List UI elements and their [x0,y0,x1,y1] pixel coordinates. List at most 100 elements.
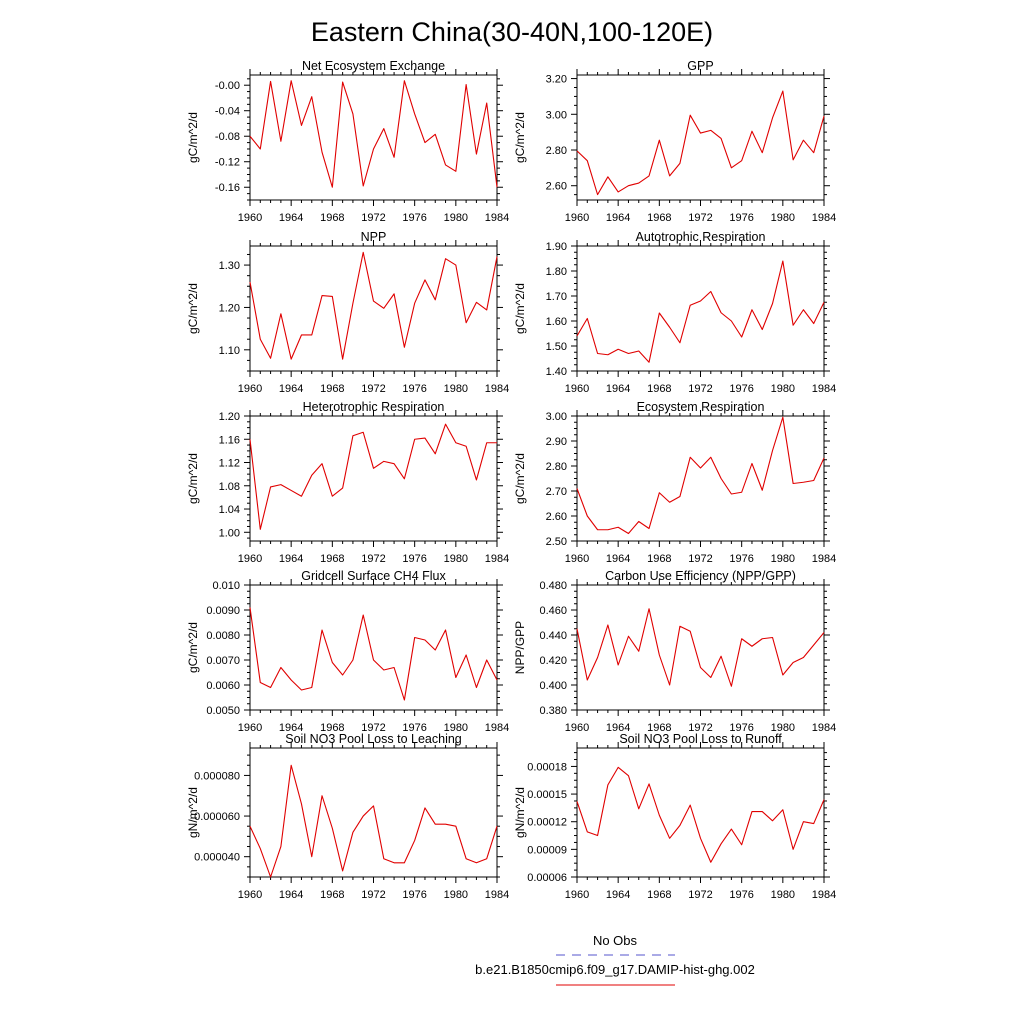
x-tick-label: 1964 [279,383,303,395]
x-tick-label: 1976 [402,889,426,901]
x-tick-label: 1980 [771,722,795,734]
x-tick-label: 1968 [320,383,344,395]
x-tick-label: 1968 [320,722,344,734]
y-tick-label: 2.60 [546,181,567,193]
y-tick-label: 0.380 [539,705,567,717]
x-tick-label: 1968 [320,889,344,901]
x-tick-label: 1964 [606,212,630,224]
y-tick-label: 0.460 [539,605,567,617]
y-tick-label: 2.50 [546,536,567,548]
x-tick-label: 1972 [688,553,712,565]
y-tick-label: 0.400 [539,680,567,692]
panel-7: Gridcell Surface CH4 Flux 1960 1964 1968 197… [186,569,509,734]
y-tick-label: 0.0050 [206,705,240,717]
y-tick-label: 1.04 [219,504,240,516]
plot-frame [576,415,825,542]
y-tick-label: 1.50 [546,341,567,353]
y-axis-label: NPP/GPP [513,621,527,674]
y-tick-label: 2.90 [546,436,567,448]
x-tick-label: 1960 [238,553,262,565]
y-tick-label: 0.0080 [206,630,240,642]
y-tick-label: 0.440 [539,630,567,642]
x-tick-label: 1976 [729,889,753,901]
legend-obs-label: No Obs [593,933,638,948]
y-axis-label: gC/m^2/d [513,453,527,504]
y-tick-label: 3.00 [546,109,567,121]
panel-3: NPP 1960 1964 1968 1972 1976 1980 1984 1.10 1.20 1… [186,230,509,395]
y-tick-label: 1.12 [219,458,240,470]
x-tick-label: 1976 [729,553,753,565]
y-tick-label: 1.10 [219,345,240,357]
y-tick-label: 0.480 [539,580,567,592]
x-tick-label: 1964 [606,722,630,734]
y-tick-label: 2.80 [546,461,567,473]
y-axis-label: gN/m^2/d [513,787,527,838]
x-tick-label: 1960 [565,889,589,901]
legend-model-label: b.e21.B1850cmip6.f09_g17.DAMIP-hist-ghg.… [475,962,755,977]
y-tick-label: 3.00 [546,411,567,423]
x-tick-label: 1984 [485,889,509,901]
plot-frame [576,74,825,201]
plot-frame [249,415,498,542]
panel-9: Soil NO3 Pool Loss to Leaching 1960 1964 19… [186,732,509,901]
panel-2: GPP 1960 1964 1968 1972 1976 1980 1984 2.60 2.80 3… [513,59,836,224]
y-axis-label: gC/m^2/d [186,283,200,334]
x-tick-label: 1976 [402,722,426,734]
y-tick-label: -0.04 [215,106,240,118]
panel-title: Carbon Use Efficiency (NPP/GPP) [605,569,796,583]
x-tick-label: 1968 [647,889,671,901]
y-tick-label: 1.60 [546,316,567,328]
x-tick-label: 1972 [688,212,712,224]
x-tick-label: 1968 [320,212,344,224]
x-tick-label: 1960 [565,383,589,395]
panel-title: Ecosystem Respiration [637,400,765,414]
x-tick-label: 1960 [565,212,589,224]
y-tick-label: 0.420 [539,655,567,667]
x-tick-label: 1968 [647,553,671,565]
y-tick-label: 0.0090 [206,605,240,617]
y-tick-label: 2.60 [546,511,567,523]
x-tick-label: 1972 [361,889,385,901]
y-tick-label: 3.20 [546,74,567,86]
y-tick-label: 0.000080 [194,770,240,782]
y-tick-label: -0.08 [215,131,240,143]
panel-title: Autotrophic Respiration [636,230,766,244]
x-tick-label: 1960 [238,722,262,734]
y-tick-label: 1.80 [546,266,567,278]
x-tick-label: 1972 [688,383,712,395]
x-tick-label: 1964 [606,383,630,395]
panels: Net Ecosystem Exchange 1960 1964 1968 1972 19… [186,59,836,901]
x-tick-label: 1984 [812,553,836,565]
x-tick-label: 1980 [444,722,468,734]
y-tick-label: 1.08 [219,481,240,493]
x-tick-label: 1980 [771,383,795,395]
panel-title: Gridcell Surface CH4 Flux [301,569,446,583]
plot-frame [576,747,825,878]
y-axis-label: gC/m^2/d [186,622,200,673]
x-tick-label: 1984 [812,383,836,395]
x-tick-label: 1964 [279,722,303,734]
legend: No Obs b.e21.B1850cmip6.f09_g17.DAMIP-hi… [475,933,755,986]
y-axis-label: gC/m^2/d [513,112,527,163]
x-tick-label: 1980 [444,383,468,395]
y-axis-label: gC/m^2/d [513,283,527,334]
x-tick-label: 1984 [485,383,509,395]
x-tick-label: 1964 [606,889,630,901]
y-tick-label: 1.16 [219,434,240,446]
series-line [249,80,498,188]
y-axis-label: gN/m^2/d [186,787,200,838]
x-tick-label: 1984 [485,722,509,734]
y-tick-label: 0.00015 [527,789,567,801]
y-axis-label: gC/m^2/d [186,112,200,163]
x-tick-label: 1976 [402,383,426,395]
y-tick-label: 2.80 [546,145,567,157]
x-tick-label: 1980 [444,889,468,901]
y-tick-label: 1.70 [546,291,567,303]
x-tick-label: 1968 [647,212,671,224]
x-tick-label: 1960 [565,722,589,734]
series-line [249,251,498,360]
series-line [249,423,497,530]
figure-title: Eastern China(30-40N,100-120E) [311,17,713,47]
x-tick-label: 1960 [238,383,262,395]
x-tick-label: 1976 [729,212,753,224]
